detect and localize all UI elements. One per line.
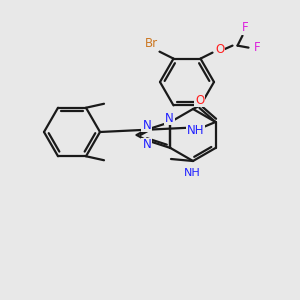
Text: N: N xyxy=(142,139,151,152)
Text: N: N xyxy=(142,118,151,131)
Text: F: F xyxy=(242,21,249,34)
Text: NH: NH xyxy=(187,124,204,136)
Text: O: O xyxy=(215,43,224,56)
Text: O: O xyxy=(195,94,204,106)
Text: Br: Br xyxy=(145,37,158,50)
Text: N: N xyxy=(165,112,174,124)
Text: F: F xyxy=(254,41,261,54)
Text: NH: NH xyxy=(184,168,200,178)
